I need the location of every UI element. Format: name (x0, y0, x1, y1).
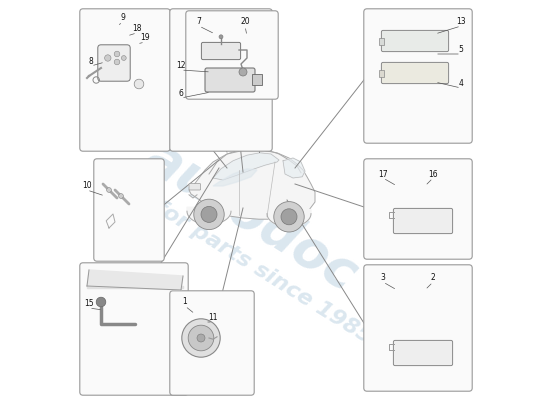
Polygon shape (213, 169, 257, 186)
Circle shape (104, 55, 111, 61)
Text: 10: 10 (82, 182, 92, 190)
Text: 20: 20 (240, 18, 250, 26)
Circle shape (107, 188, 112, 192)
FancyBboxPatch shape (80, 9, 170, 151)
Bar (379, 38, 384, 45)
Text: 13: 13 (456, 18, 466, 26)
Circle shape (119, 194, 123, 198)
Text: 1: 1 (183, 298, 188, 306)
Circle shape (114, 51, 120, 57)
FancyBboxPatch shape (381, 30, 449, 52)
Text: 12: 12 (176, 62, 186, 70)
Text: 17: 17 (378, 170, 388, 178)
Polygon shape (87, 270, 183, 290)
Polygon shape (87, 286, 183, 288)
Text: for parts since 1985: for parts since 1985 (151, 197, 375, 347)
FancyBboxPatch shape (364, 9, 472, 143)
Text: 9: 9 (120, 14, 125, 22)
FancyBboxPatch shape (80, 263, 188, 395)
FancyBboxPatch shape (381, 62, 449, 84)
Text: 16: 16 (428, 170, 438, 178)
Text: 19: 19 (140, 34, 150, 42)
FancyBboxPatch shape (201, 42, 240, 60)
Circle shape (239, 68, 247, 76)
Circle shape (281, 209, 297, 225)
Text: 8: 8 (89, 58, 94, 66)
FancyBboxPatch shape (170, 291, 254, 395)
Circle shape (188, 325, 214, 351)
Polygon shape (283, 158, 305, 178)
Circle shape (197, 334, 205, 342)
FancyBboxPatch shape (170, 9, 272, 151)
Text: 3: 3 (381, 274, 386, 282)
FancyBboxPatch shape (98, 45, 130, 81)
Circle shape (96, 297, 106, 307)
Text: 6: 6 (179, 90, 184, 98)
Circle shape (201, 206, 217, 222)
Circle shape (274, 202, 304, 232)
FancyBboxPatch shape (364, 159, 472, 259)
Text: 7: 7 (196, 18, 201, 26)
Polygon shape (267, 210, 311, 227)
FancyBboxPatch shape (393, 208, 453, 234)
Text: 2: 2 (431, 274, 436, 282)
Text: 11: 11 (208, 314, 218, 322)
Text: autodoc: autodoc (135, 130, 366, 302)
FancyBboxPatch shape (252, 74, 262, 85)
FancyBboxPatch shape (94, 159, 164, 261)
Text: 15: 15 (84, 300, 94, 308)
Circle shape (182, 319, 220, 357)
Bar (379, 70, 384, 77)
Text: 4: 4 (459, 80, 464, 88)
Circle shape (114, 59, 120, 65)
Text: 18: 18 (132, 24, 142, 33)
Circle shape (194, 199, 224, 230)
FancyBboxPatch shape (205, 68, 255, 92)
Circle shape (122, 56, 126, 60)
Circle shape (219, 35, 223, 39)
Polygon shape (187, 207, 231, 224)
FancyBboxPatch shape (189, 184, 201, 190)
FancyBboxPatch shape (364, 265, 472, 391)
Polygon shape (213, 153, 279, 180)
FancyBboxPatch shape (186, 11, 278, 99)
Circle shape (134, 79, 144, 89)
Polygon shape (189, 150, 315, 219)
Text: 5: 5 (459, 46, 464, 54)
FancyBboxPatch shape (393, 340, 453, 366)
